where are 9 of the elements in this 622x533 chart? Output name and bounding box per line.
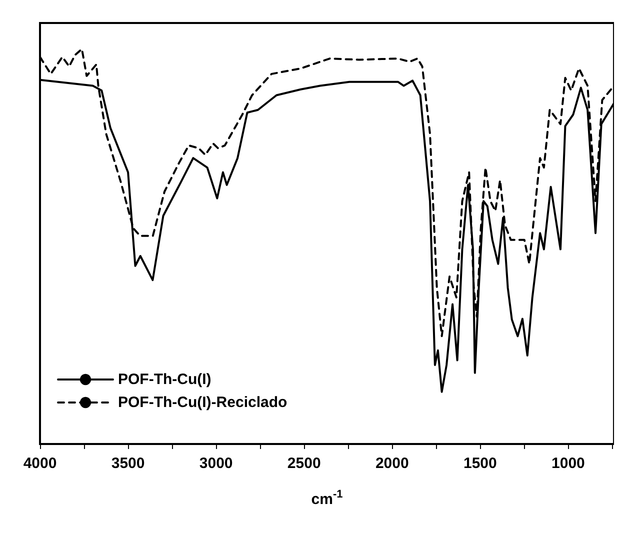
x-tick-label: 2000 xyxy=(375,455,409,472)
x-tick-label: 2500 xyxy=(287,455,321,472)
x-tick-label: 1500 xyxy=(463,455,497,472)
x-tick-label: 3500 xyxy=(111,455,145,472)
x-tick-label: 4000 xyxy=(23,455,57,472)
x-tick-label: 1000 xyxy=(552,455,585,472)
legend-label: POF-Th-Cu(I) xyxy=(118,371,212,388)
legend-label: POF-Th-Cu(I)-Reciclado xyxy=(118,394,288,411)
x-tick-label: 3000 xyxy=(199,455,233,472)
